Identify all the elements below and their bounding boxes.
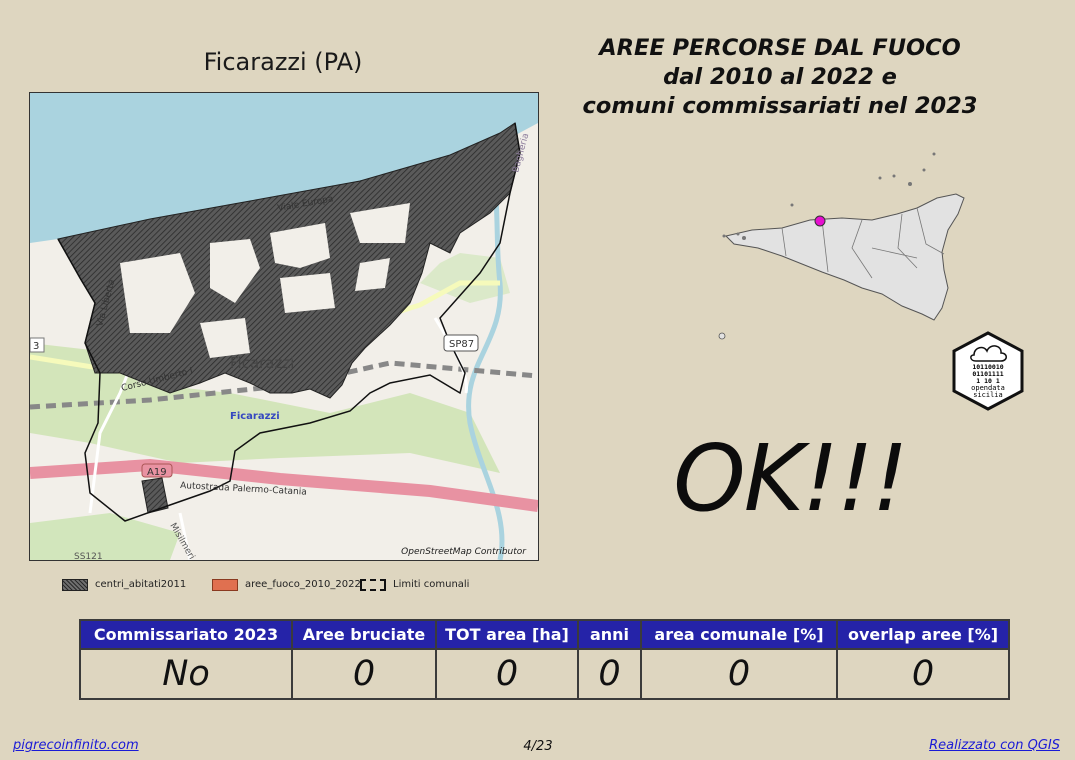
footer-site-link[interactable]: pigrecoinfinito.com bbox=[13, 738, 139, 753]
map-label-town: Ficarazzi bbox=[230, 354, 294, 372]
heading-line-3: comuni commissariati nel 2023 bbox=[582, 93, 978, 119]
logo-bits-1: 10110010 bbox=[972, 363, 1003, 371]
map-label-ss121: SS121 bbox=[74, 552, 103, 560]
column-header: TOT area [ha] bbox=[435, 619, 579, 650]
heading-line-2: dal 2010 al 2022 e bbox=[663, 64, 897, 90]
table-cell: 0 bbox=[435, 648, 579, 700]
logo-name-1: opendata bbox=[971, 384, 1005, 392]
status-text: OK!!! bbox=[673, 425, 908, 532]
table-cell: 0 bbox=[291, 648, 437, 700]
heading-line-1: AREE PERCORSE DAL FUOCO bbox=[599, 35, 961, 61]
map-label-sp87: SP87 bbox=[449, 339, 474, 350]
column-header: Commissariato 2023 bbox=[79, 619, 293, 650]
report-heading: AREE PERCORSE DAL FUOCO dal 2010 al 2022… bbox=[570, 34, 990, 121]
column-header: overlap aree [%] bbox=[836, 619, 1010, 650]
table-cell: 0 bbox=[640, 648, 838, 700]
column-header: anni bbox=[577, 619, 642, 650]
logo-bits-2: 01101111 bbox=[972, 370, 1003, 378]
legend-swatch-boundary bbox=[360, 579, 386, 591]
map-canvas: Ficarazzi Ficarazzi Viale Europa Corso U… bbox=[30, 93, 538, 560]
map-label-station: Ficarazzi bbox=[230, 411, 280, 422]
column-header: area comunale [%] bbox=[640, 619, 838, 650]
map-label-a19: A19 bbox=[147, 467, 167, 478]
a19-shield bbox=[141, 463, 173, 478]
table-cell: No bbox=[79, 648, 293, 700]
map-title: Ficarazzi (PA) bbox=[203, 48, 363, 76]
legend-label: aree_fuoco_2010_2022 bbox=[245, 579, 361, 590]
sp87-shield bbox=[443, 334, 479, 352]
sicily-locator-map bbox=[718, 152, 965, 340]
legend-label: centri_abitati2011 bbox=[95, 579, 187, 590]
map-attribution: OpenStreetMap Contributor bbox=[401, 547, 526, 557]
footer-qgis-link[interactable]: Realizzato con QGIS bbox=[929, 738, 1060, 753]
legend-swatch-fire bbox=[212, 579, 238, 591]
road-shield-left bbox=[30, 337, 45, 353]
location-marker bbox=[814, 215, 826, 227]
table-header-row: Commissariato 2023 Aree bruciate TOT are… bbox=[79, 619, 1010, 650]
table-row: No 0 0 0 0 0 bbox=[79, 648, 1010, 700]
summary-table: Commissariato 2023 Aree bruciate TOT are… bbox=[79, 619, 1010, 700]
table-cell: 0 bbox=[836, 648, 1010, 700]
page-number: 4/23 bbox=[523, 739, 553, 754]
legend-swatch-hatch bbox=[62, 579, 88, 591]
map-view[interactable]: Ficarazzi Ficarazzi Viale Europa Corso U… bbox=[29, 92, 539, 561]
column-header: Aree bruciate bbox=[291, 619, 437, 650]
map-label-road-left: 3 bbox=[33, 341, 39, 352]
logo-bits-3: 1 10 1 bbox=[976, 377, 1000, 385]
table-cell: 0 bbox=[577, 648, 642, 700]
logo-name-2: sicilia bbox=[973, 391, 1003, 399]
opendata-sicilia-logo: 10110010 01101111 1 10 1 opendata sicili… bbox=[952, 331, 1024, 411]
legend-label: Limiti comunali bbox=[393, 579, 470, 590]
